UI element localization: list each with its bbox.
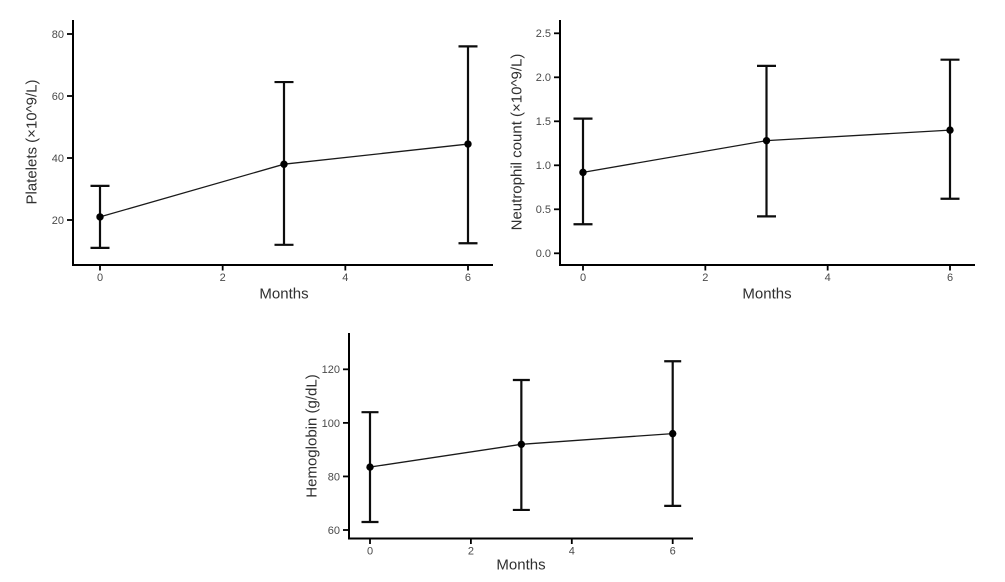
- y-tick-label: 120: [322, 364, 340, 376]
- y-tick-label: 1.0: [536, 160, 551, 172]
- data-point: [579, 168, 587, 177]
- x-tick-label: 6: [670, 546, 676, 558]
- x-tick-label: 6: [947, 272, 953, 284]
- neutrophil-y-axis-title: Neutrophil count (×10^9/L): [508, 53, 526, 231]
- chart-neutrophil-count: 0.0 0.5 1.0 1.5 2.0 2.5 0 2 4 6: [536, 20, 975, 284]
- x-tick-label: 4: [825, 272, 831, 284]
- hemoglobin-y-axis-title: Hemoglobin (g/dL): [303, 374, 321, 498]
- x-tick-label: 6: [465, 272, 471, 284]
- platelets-x-axis-title: Months: [259, 285, 309, 303]
- x-tick-label: 2: [702, 272, 708, 284]
- data-point: [464, 140, 472, 148]
- y-tick-label: 2.5: [536, 28, 551, 40]
- y-tick-label: 2.0: [536, 72, 551, 84]
- chart-hemoglobin: 60 80 100 120 0 2 4 6: [322, 333, 693, 558]
- x-tick-label: 0: [97, 272, 103, 284]
- x-tick-label: 2: [220, 272, 226, 284]
- y-tick-label: 60: [52, 91, 64, 103]
- x-tick-label: 2: [468, 546, 474, 558]
- data-point: [669, 429, 677, 438]
- y-tick-label: 0.0: [536, 248, 551, 260]
- y-tick-label: 1.5: [536, 116, 551, 128]
- x-tick-label: 0: [580, 272, 586, 284]
- y-tick-label: 80: [328, 471, 340, 483]
- y-tick-label: 80: [52, 29, 64, 41]
- data-point: [366, 463, 374, 471]
- data-point: [96, 213, 104, 221]
- chart-platelets: 20 40 60 80 0 2 4 6: [52, 20, 493, 284]
- y-tick-label: 0.5: [536, 204, 551, 216]
- neutrophil-x-axis-title: Months: [742, 285, 792, 303]
- data-point: [280, 160, 288, 168]
- y-tick-label: 60: [328, 525, 340, 537]
- x-tick-label: 4: [342, 272, 348, 284]
- x-tick-label: 0: [367, 546, 373, 558]
- data-point: [762, 136, 771, 145]
- y-tick-label: 40: [52, 153, 64, 165]
- y-tick-label: 20: [52, 215, 64, 227]
- data-point: [517, 440, 526, 449]
- x-tick-label: 4: [569, 546, 575, 558]
- y-tick-label: 100: [322, 418, 340, 430]
- hemoglobin-x-axis-title: Months: [496, 556, 546, 574]
- platelets-y-axis-title: Platelets (×10^9/L): [23, 79, 41, 205]
- data-point: [946, 126, 954, 134]
